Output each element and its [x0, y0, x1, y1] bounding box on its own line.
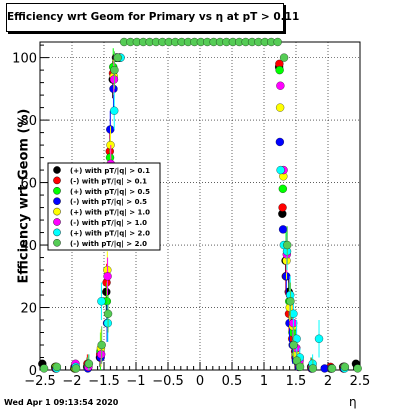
- legend-marker: [53, 166, 61, 174]
- grid-lines: [39, 42, 361, 371]
- x-tick-label: 2.5: [350, 374, 371, 389]
- data-point: [278, 184, 287, 193]
- data-point: [275, 103, 285, 112]
- legend-entry-label: (-) with pT/|q| > 0.1: [70, 177, 147, 186]
- data-point: [278, 225, 288, 234]
- data-point: [275, 65, 284, 75]
- x-tick-label: −1.5: [88, 374, 120, 389]
- data-point: [39, 364, 49, 373]
- data-point: [273, 37, 282, 47]
- data-point: [84, 359, 94, 368]
- y-tick-label: 60: [20, 177, 37, 192]
- y-tick-label: 20: [20, 302, 37, 317]
- x-tick-label: 1: [260, 374, 268, 389]
- chart-title: Efficiency wrt Geom for Primary vs η at …: [7, 11, 300, 23]
- chart-title-box: Efficiency wrt Geom for Primary vs η at …: [6, 3, 300, 32]
- legend: (+) with pT/|q| > 0.1(-) with pT/|q| > 0…: [47, 162, 161, 251]
- x-axis-label: η: [349, 395, 357, 409]
- legend-marker: [53, 218, 61, 226]
- y-axis-label: Efficiency wrt Geom (%): [16, 108, 32, 284]
- data-point: [110, 65, 119, 75]
- data-point: [353, 364, 362, 373]
- y-tick-label: 100: [12, 52, 37, 67]
- data-point: [103, 309, 113, 318]
- legend-entry-label: (-) with pT/|q| > 0.5: [70, 198, 147, 207]
- x-tick-label: −1: [126, 374, 145, 389]
- data-point: [278, 203, 287, 212]
- legend-marker: [53, 207, 61, 216]
- data-point: [279, 53, 289, 62]
- x-tick-label: 0: [196, 374, 204, 389]
- x-tick-label: 1.5: [286, 374, 307, 389]
- x-tick-label: 2: [324, 374, 332, 389]
- y-tick-label: 80: [20, 114, 37, 129]
- data-point: [97, 340, 106, 350]
- data-point: [97, 297, 106, 306]
- data-point: [275, 137, 285, 147]
- data-point: [103, 272, 112, 281]
- data-point: [276, 165, 285, 175]
- x-tick-label: −2.5: [24, 374, 56, 389]
- x-tick-label: −0.5: [152, 374, 184, 389]
- y-tick-label: 0: [29, 364, 37, 379]
- data-point: [340, 362, 350, 372]
- data-point: [276, 81, 285, 90]
- data-point: [52, 362, 62, 372]
- data-point: [71, 364, 81, 373]
- y-tick-label: 40: [20, 239, 37, 254]
- legend-marker: [53, 238, 61, 247]
- legend-box: [47, 162, 161, 251]
- data-point: [113, 53, 122, 62]
- data-point: [289, 309, 298, 318]
- data-point: [289, 340, 298, 350]
- legend-marker: [53, 228, 61, 237]
- legend-entry-label: (-) with pT/|q| > 2.0: [70, 240, 147, 249]
- data-point: [314, 334, 324, 343]
- legend-marker: [53, 186, 61, 195]
- data-point: [295, 362, 305, 372]
- data-point: [327, 364, 337, 373]
- x-tick-label: 0.5: [222, 374, 243, 389]
- data-point: [283, 240, 292, 250]
- legend-entry-label: (-) with pT/|q| > 1.0: [70, 219, 147, 228]
- legend-entry-label: (+) with pT/|q| > 0.1: [70, 167, 150, 176]
- legend-entry-label: (+) with pT/|q| > 1.0: [70, 209, 150, 218]
- x-tick-label: −2: [62, 374, 81, 389]
- timestamp-footer: Wed Apr 1 09:13:54 2020: [4, 398, 119, 407]
- legend-entry-label: (+) with pT/|q| > 0.5: [70, 188, 150, 197]
- data-point: [308, 364, 318, 373]
- data-point: [110, 106, 119, 115]
- data-point: [286, 297, 295, 306]
- legend-entry-label: (+) with pT/|q| > 2.0: [70, 229, 150, 238]
- data-points: [38, 37, 362, 373]
- legend-marker: [53, 197, 61, 205]
- legend-marker: [53, 176, 61, 185]
